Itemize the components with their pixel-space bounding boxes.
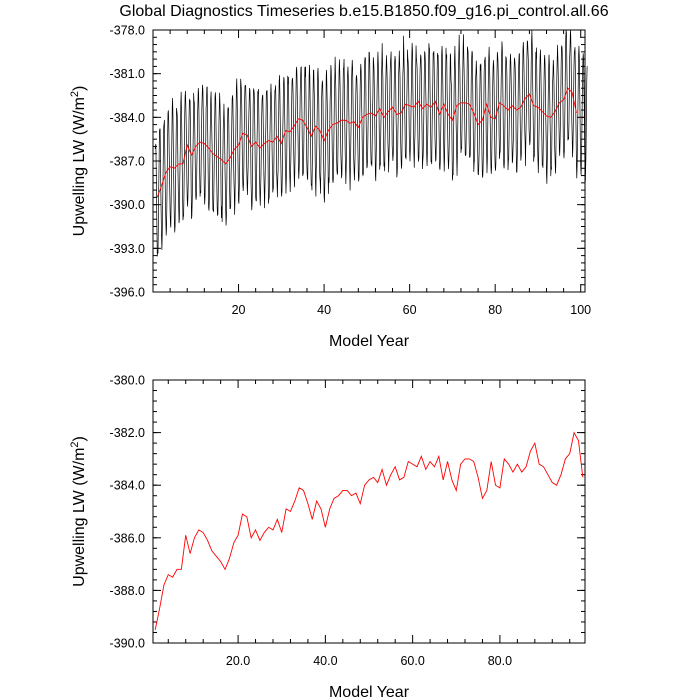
bottom-y-axis-title-main: Upwelling LW (W/m — [71, 448, 88, 587]
x-tick-label: 60 — [403, 303, 417, 317]
figure-title: Global Diagnostics Timeseries b.e15.B185… — [119, 3, 608, 20]
y-tick-label: -378.0 — [110, 24, 145, 38]
y-tick-label: -381.0 — [110, 67, 145, 81]
x-tick-label: 60.0 — [400, 654, 424, 668]
y-tick-label: -396.0 — [110, 286, 145, 300]
bottom-annual-series — [154, 431, 584, 630]
x-tick-label: 40.0 — [313, 654, 337, 668]
top-y-axis-title-end: ) — [71, 86, 88, 91]
y-tick-label: -390.0 — [110, 637, 145, 651]
bottom-panel: 20.0 40.0 60.0 80.0 -390.0 -388.0 -386.0 -384.… — [69, 374, 586, 700]
annual-mean-line — [156, 87, 577, 198]
x-tick-label: 80.0 — [488, 654, 512, 668]
top-x-tick-labels: 20 40 60 80 100 — [232, 303, 592, 317]
monthly-line — [154, 29, 588, 257]
top-x-axis-title: Model Year — [329, 333, 410, 350]
bottom-x-axis-title: Model Year — [329, 684, 410, 700]
x-tick-label: 80 — [488, 303, 502, 317]
y-tick-label: -390.0 — [110, 198, 145, 212]
top-y-axis-title: Upwelling LW (W/m2) — [69, 86, 88, 237]
y-tick-label: -386.0 — [110, 531, 145, 545]
annual-mean-line — [154, 431, 584, 630]
x-tick-label: 20 — [232, 303, 246, 317]
y-tick-label: -388.0 — [110, 584, 145, 598]
top-monthly-series — [154, 29, 588, 257]
y-tick-label: -382.0 — [110, 426, 145, 440]
y-tick-label: -393.0 — [110, 242, 145, 256]
y-tick-label: -387.0 — [110, 155, 145, 169]
x-tick-label: 100 — [570, 303, 591, 317]
top-panel: 20 40 60 80 100 -396.0 -393.0 -390.0 -387.0 -384… — [69, 24, 591, 351]
bottom-y-axis-title-sup: 2 — [69, 441, 81, 447]
top-y-axis-title-sup: 2 — [69, 91, 81, 97]
bottom-y-axis-title: Upwelling LW (W/m2) — [69, 436, 88, 587]
x-tick-label: 40 — [317, 303, 331, 317]
x-tick-label: 20.0 — [226, 654, 250, 668]
top-annual-series — [156, 87, 577, 198]
bottom-y-axis-title-end: ) — [71, 436, 88, 441]
bottom-ticks — [153, 379, 585, 644]
y-tick-label: -384.0 — [110, 111, 145, 125]
bottom-plot-frame — [152, 379, 586, 644]
top-y-tick-labels: -396.0 -393.0 -390.0 -387.0 -384.0 -381.0 -378… — [110, 24, 145, 300]
top-plot-frame — [152, 29, 586, 293]
top-y-axis-title-main: Upwelling LW (W/m — [71, 97, 88, 236]
y-tick-label: -384.0 — [110, 479, 145, 493]
y-tick-label: -380.0 — [110, 374, 145, 388]
bottom-y-tick-labels: -390.0 -388.0 -386.0 -384.0 -382.0 -380.0 — [110, 374, 145, 651]
bottom-x-tick-labels: 20.0 40.0 60.0 80.0 — [226, 654, 512, 668]
